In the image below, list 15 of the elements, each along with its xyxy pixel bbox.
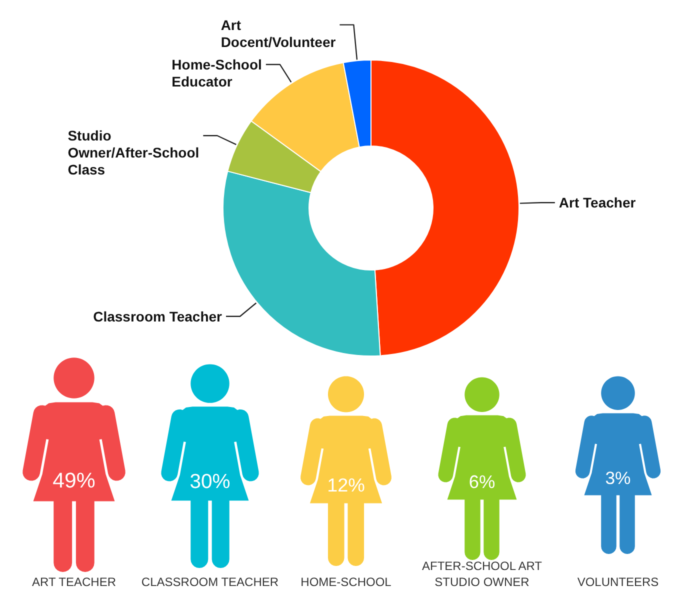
slice-label: Art Docent/Volunteer <box>220 16 336 50</box>
slice-label: Home-School Educator <box>172 56 262 90</box>
category-label: AFTER-SCHOOL ART STUDIO OWNER <box>422 559 543 589</box>
category-label: CLASSROOM TEACHER <box>141 575 279 589</box>
slice-label: Art Teacher <box>558 194 636 211</box>
category-label: ART TEACHER <box>32 575 116 589</box>
data-label: 30% <box>190 470 230 493</box>
data-label: 3% <box>605 468 632 488</box>
category-label: VOLUNTEERS <box>577 575 659 589</box>
slice-label: Studio Owner/After-School Class <box>68 128 200 178</box>
category-label: HOME-SCHOOL <box>300 575 392 589</box>
data-label: 6% <box>468 472 496 492</box>
data-label: 12% <box>327 475 366 496</box>
slice-label: Classroom Teacher <box>93 308 223 324</box>
data-label: 49% <box>52 468 96 493</box>
